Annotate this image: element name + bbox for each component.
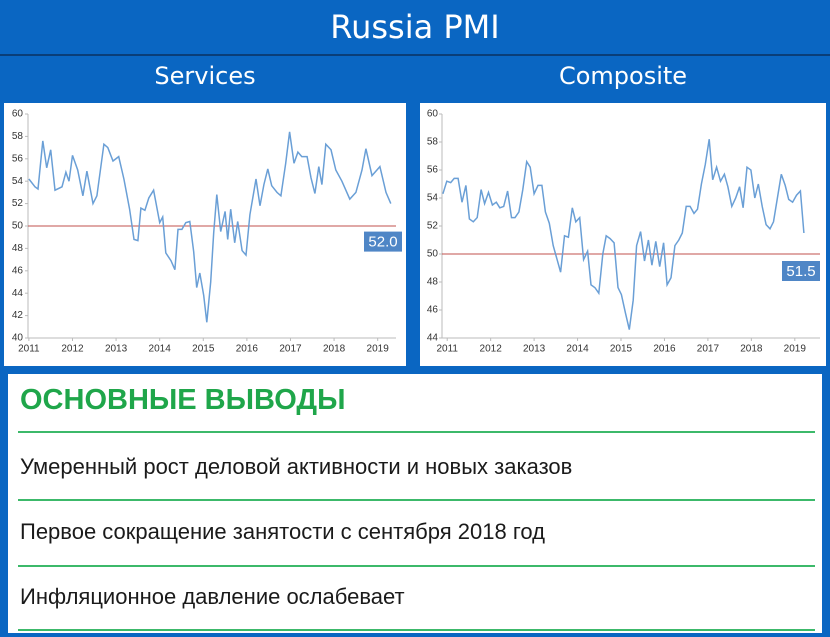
annotation: 52.0: [368, 234, 397, 251]
y-tick-label: 56: [12, 153, 24, 164]
x-tick-label: 2016: [236, 344, 259, 355]
y-tick-label: 60: [12, 109, 24, 120]
y-tick-label: 46: [427, 305, 439, 316]
annotation-box: [364, 231, 402, 252]
annotation: 51.5: [786, 263, 815, 280]
x-tick-label: 2011: [18, 344, 40, 355]
finding: Умеренный рост деловой активности и новы…: [20, 454, 573, 479]
separator: [18, 565, 815, 567]
y-tick-label: 54: [12, 176, 24, 187]
y-tick-label: 48: [427, 277, 439, 288]
y-tick-label: 52: [12, 198, 24, 209]
x-tick-label: 2017: [279, 344, 302, 355]
x-tick-label: 2019: [784, 344, 807, 355]
finding: Инфляционное давление ослабевает: [20, 584, 405, 609]
x-tick-label: 2011: [436, 344, 458, 355]
y-tick-label: 46: [12, 265, 24, 276]
y-tick-label: 42: [12, 310, 24, 321]
y-tick-label: 60: [427, 109, 439, 120]
x-tick-label: 2016: [653, 344, 676, 355]
y-tick-label: 44: [12, 288, 24, 299]
composite-chart: 44 46 48 50 52 54 56 58 60 2011 2012 2013 2014 2015 20…: [420, 103, 826, 366]
x-tick-label: 2015: [610, 344, 633, 355]
x-tick-label: 2013: [523, 344, 546, 355]
x-tick-label: 2013: [105, 344, 128, 355]
x-tick-label: 2018: [323, 344, 346, 355]
findings-title: ОСНОВНЫЕ ВЫВОДЫ: [20, 384, 346, 416]
y-tick-label: 48: [12, 243, 24, 254]
y-tick-label: 50: [12, 221, 24, 232]
data-line: [28, 131, 392, 323]
x-tick-label: 2014: [566, 344, 589, 355]
finding: Первое сокращение занятости с сентября 2…: [20, 519, 545, 544]
y-tick-label: 54: [427, 193, 439, 204]
y-tick-label: 56: [427, 165, 439, 176]
data-line: [442, 139, 805, 330]
y-tick-label: 52: [427, 221, 439, 232]
x-tick-label: 2018: [740, 344, 763, 355]
page-title: Russia PMI: [0, 0, 830, 56]
x-tick-label: 2017: [697, 344, 720, 355]
x-tick-label: 2012: [480, 344, 503, 355]
services-chart: 40 42 44 46 48 50 52 54 56 58 60 2011 2012 2013 2014 20…: [4, 103, 406, 366]
findings-panel: ОСНОВНЫЕ ВЫВОДЫ Умеренный рост деловой а…: [8, 374, 822, 633]
x-tick-label: 2019: [367, 344, 390, 355]
separator: [18, 499, 815, 501]
x-tick-label: 2015: [192, 344, 215, 355]
separator: [18, 431, 815, 433]
separator: [18, 629, 815, 631]
y-tick-label: 50: [427, 249, 439, 260]
x-tick-label: 2014: [149, 344, 172, 355]
y-tick-label: 44: [427, 333, 439, 344]
chart-title: Services: [154, 62, 256, 90]
annotation-box: [782, 261, 820, 281]
y-tick-label: 58: [427, 137, 439, 148]
x-tick-label: 2012: [61, 344, 84, 355]
y-tick-label: 40: [12, 333, 24, 344]
chart-title: Composite: [558, 62, 688, 90]
y-tick-label: 58: [12, 131, 24, 142]
